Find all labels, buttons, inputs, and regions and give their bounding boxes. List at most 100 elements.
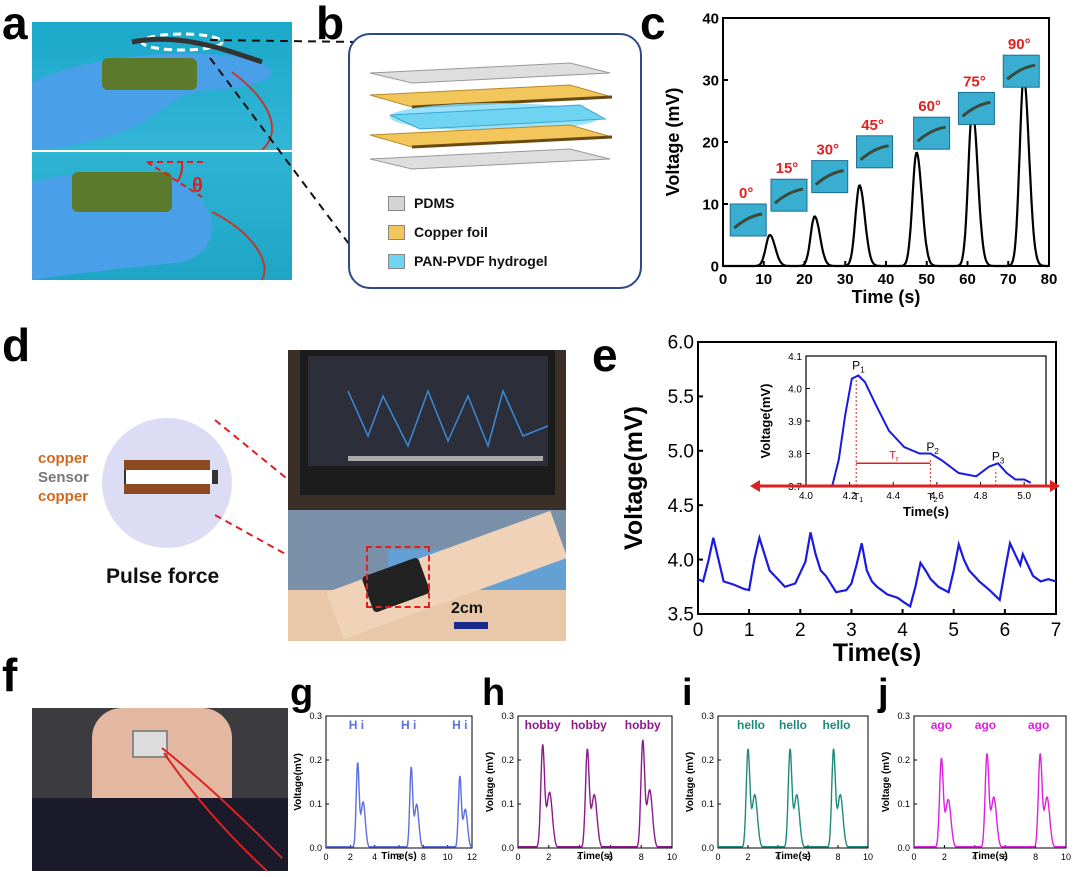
- panel-label-a: a: [2, 0, 28, 49]
- angle-label: 30°: [816, 142, 839, 159]
- x-tick-label: 6: [396, 852, 401, 862]
- y-tick-label: 0.1: [501, 799, 514, 809]
- finger-photo-bent: θ: [32, 152, 292, 280]
- plot-frame: [325, 715, 473, 849]
- word-label: hobby: [525, 718, 561, 732]
- x-tick-label: 10: [755, 271, 772, 288]
- plot-frame: [517, 715, 673, 849]
- y-tick-label: 0.0: [309, 843, 322, 853]
- inset-x-tick-label: 4.8: [974, 491, 988, 502]
- wrist-pulse-photo: 2cm: [288, 350, 566, 641]
- x-tick-label: 6: [608, 852, 613, 862]
- x-tick-label: 8: [835, 852, 840, 862]
- x-tick-label: 5: [948, 620, 959, 641]
- x-tick-label: 7: [1051, 620, 1062, 641]
- y-axis-label: Voltage (mV): [485, 752, 496, 812]
- sensor-top-copper: [124, 460, 210, 470]
- y-tick-label: 0.3: [501, 711, 514, 721]
- baseline-arrowhead-right: [1050, 480, 1060, 492]
- y-tick-label: 0.2: [701, 755, 714, 765]
- y-axis-label: Voltage (mV): [663, 88, 683, 197]
- y-tick-label: 0.0: [701, 843, 714, 853]
- shirt: [32, 798, 288, 871]
- x-tick-label: 80: [1041, 271, 1058, 288]
- inset-y-tick-label: 4.1: [788, 352, 802, 363]
- y-tick-label: 0.2: [897, 755, 910, 765]
- baseline-arrowhead-left: [750, 480, 760, 492]
- word-label: hello: [779, 718, 807, 732]
- layer-label-sensor: Sensor: [38, 469, 89, 486]
- word-label: H i: [401, 718, 416, 732]
- time-marker-label: T2: [927, 492, 937, 504]
- x-tick-label: 2: [795, 620, 806, 641]
- chart-j-ago: 0 2 4 6 8 10 0.0 0.1 0.2 0.3 Time(s) Voltage (mV) ag…: [881, 711, 1071, 862]
- y-tick-label: 30: [702, 72, 719, 89]
- angle-label: 15°: [776, 160, 799, 177]
- x-tick-label: 8: [639, 852, 644, 862]
- inset-background: [744, 348, 1054, 526]
- inset-x-tick-label: 5.0: [1017, 491, 1031, 502]
- angle-label: 45°: [861, 117, 884, 134]
- x-tick-label: 0: [693, 620, 704, 641]
- x-tick-label: 0: [515, 852, 520, 862]
- x-tick-label: 10: [863, 852, 873, 862]
- angle-label: 75°: [963, 73, 986, 90]
- x-axis-label: Time(s): [833, 639, 921, 667]
- x-tick-label: 40: [878, 271, 895, 288]
- inset-x-tick-label: 4.4: [886, 491, 900, 502]
- panel-label-i: i: [682, 672, 693, 714]
- pulse-line: [697, 532, 1057, 609]
- x-tick-label: 10: [1061, 852, 1071, 862]
- finger-bent-illustration: θ: [32, 161, 266, 280]
- speech-signal-line: [326, 762, 472, 848]
- chart-g-hi: 0 2 4 6 8 10 12 0.0 0.1 0.2 0.3 Time(s) Voltage(mV) H…: [293, 711, 477, 862]
- x-axis-label: Time(s): [577, 851, 612, 862]
- x-tick-label: 12: [467, 852, 477, 862]
- panel-label-g: g: [290, 672, 314, 714]
- legend-pdms-label: PDMS: [414, 195, 455, 211]
- finger-straight-illustration: [32, 32, 273, 150]
- finger-thumbnail-shape: [961, 100, 991, 118]
- x-axis-label: Time (s): [852, 287, 921, 307]
- finger-angle-thumbnail: [913, 116, 951, 150]
- x-tick-label: 50: [918, 271, 935, 288]
- x-tick-label: 2: [745, 852, 750, 862]
- x-tick-label: 2: [546, 852, 551, 862]
- panel-label-j: j: [878, 672, 889, 714]
- chart-i-hello: 0 2 4 6 8 10 0.0 0.1 0.2 0.3 Time(s) Voltage (mV) he…: [685, 711, 873, 862]
- finger-thumbnail-shape: [773, 187, 804, 205]
- plot-frame: [697, 341, 1057, 615]
- word-label: H i: [452, 718, 467, 732]
- sensor-bottom-copper: [124, 484, 210, 494]
- y-tick-label: 6.0: [668, 333, 694, 354]
- inset-y-tick-label: 4.0: [788, 385, 802, 396]
- word-label: ago: [1028, 718, 1049, 732]
- y-tick-label: 0.0: [897, 843, 910, 853]
- y-axis-label: Voltage(mV): [620, 406, 648, 550]
- speech-signal-line: [518, 739, 672, 848]
- panel-label-f: f: [2, 649, 18, 701]
- angle-theta-label: θ: [192, 175, 203, 197]
- angle-label: 60°: [918, 98, 941, 115]
- x-tick-label: 4: [897, 620, 908, 641]
- y-tick-label: 0.3: [309, 711, 322, 721]
- throat-sensor: [132, 730, 168, 758]
- y-tick-label: 4.0: [668, 550, 694, 571]
- x-tick-label: 0: [715, 852, 720, 862]
- y-tick-label: 0: [711, 258, 719, 275]
- rise-interval-label: Tr: [889, 449, 899, 463]
- layer-stack-illustration: [369, 62, 613, 170]
- legend-hydrogel: PAN-PVDF hydrogel: [388, 253, 548, 269]
- legend-copper: Copper foil: [388, 224, 488, 240]
- monitor-screen: [308, 356, 549, 466]
- chart-h-hobby: 0 2 4 6 8 10 0.0 0.1 0.2 0.3 Time(s) Voltage (mV) ho…: [485, 711, 677, 862]
- x-tick-label: 60: [959, 271, 976, 288]
- legend-hydrogel-label: PAN-PVDF hydrogel: [414, 253, 548, 269]
- y-tick-label: 0.1: [897, 799, 910, 809]
- layer-schematic-box: PDMS Copper foil PAN-PVDF hydrogel: [348, 33, 642, 289]
- y-tick-label: 0.3: [897, 711, 910, 721]
- panel-label-h: h: [482, 672, 506, 714]
- y-tick-label: 0.1: [701, 799, 714, 809]
- x-tick-label: 0: [323, 852, 328, 862]
- plot-frame: [717, 715, 869, 849]
